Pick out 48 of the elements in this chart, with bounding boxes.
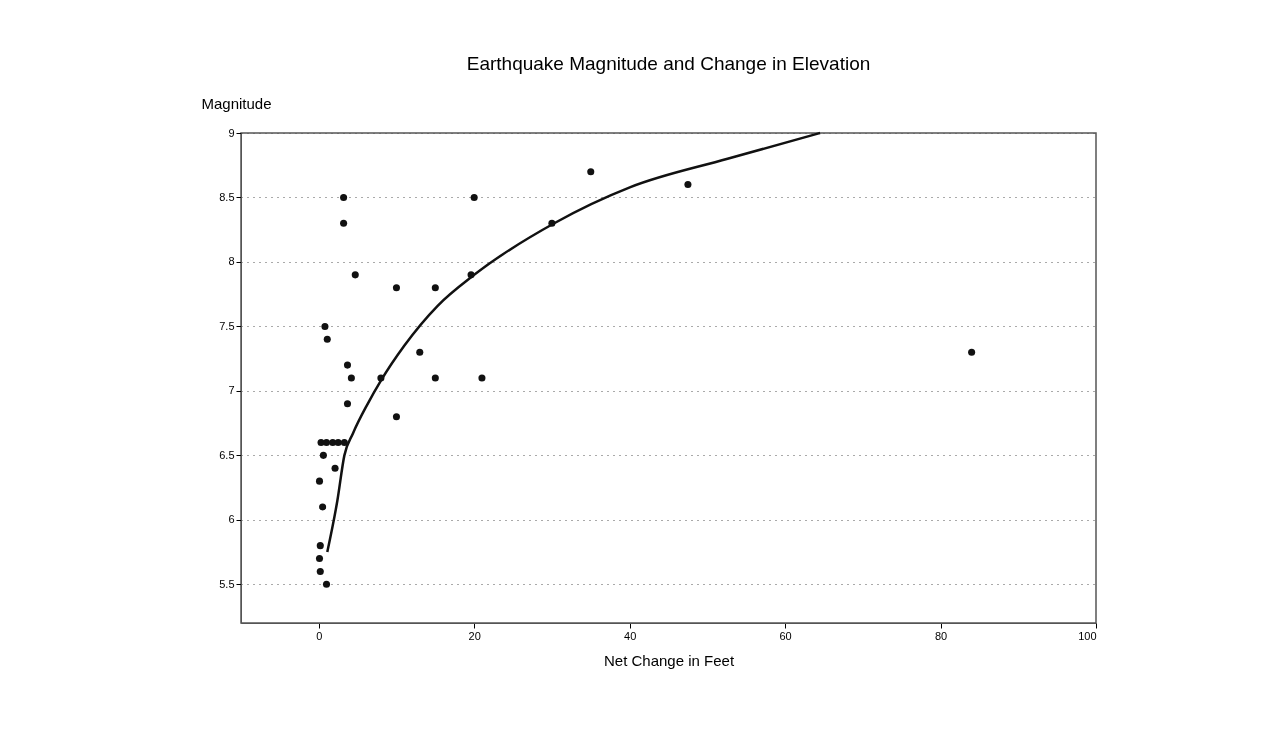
point	[347, 374, 355, 382]
y-tick-label: 8	[228, 255, 235, 268]
point	[331, 464, 339, 472]
y-tick-label: 7	[228, 384, 235, 397]
point	[343, 400, 352, 408]
point	[340, 219, 348, 227]
y-tick-label: 6	[228, 513, 235, 526]
point	[321, 322, 329, 330]
point	[478, 374, 486, 382]
x-tick-label: 100	[1078, 629, 1097, 642]
point	[315, 477, 324, 485]
line-series	[326, 131, 822, 554]
point	[351, 271, 359, 279]
point	[392, 413, 400, 421]
x-tick-label: 60	[779, 629, 792, 642]
x-tick-label: 20	[468, 629, 481, 642]
point	[343, 361, 352, 369]
chart-title: Earthquake Magnitude and Change in Elevation	[466, 53, 871, 74]
point	[684, 181, 692, 189]
point	[322, 438, 331, 446]
y-tick-label: 5.5	[219, 577, 235, 590]
point	[319, 451, 327, 459]
point	[416, 348, 424, 356]
point	[470, 193, 478, 201]
y-tick-label: 9	[228, 126, 235, 139]
x-tick-label: 80	[934, 629, 948, 642]
point	[340, 438, 348, 446]
y-axis-title: Magnitude	[201, 94, 272, 112]
point	[392, 284, 400, 292]
point	[329, 438, 337, 446]
y-tick-label: 7.5	[219, 319, 235, 332]
point	[334, 438, 342, 446]
point	[315, 555, 324, 563]
point	[587, 168, 595, 176]
point	[323, 335, 331, 343]
point	[319, 503, 327, 511]
point	[968, 348, 976, 356]
point	[340, 193, 348, 201]
x-tick-label: 0	[316, 629, 323, 642]
point	[431, 284, 439, 292]
point	[322, 580, 331, 588]
x-axis-title: Net Change in Feet	[603, 651, 735, 669]
point	[316, 542, 324, 550]
y-tick-label: 6.5	[219, 448, 235, 461]
point	[431, 374, 439, 382]
y-tick-label: 8.5	[219, 190, 235, 203]
x-tick-label: 40	[624, 629, 637, 642]
point	[316, 567, 324, 575]
